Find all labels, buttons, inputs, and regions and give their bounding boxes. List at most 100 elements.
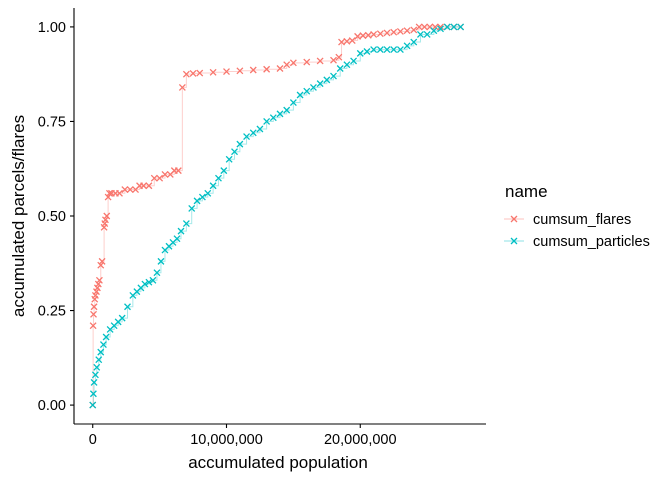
data-point bbox=[430, 27, 438, 35]
x-tick-label: 20,000,000 bbox=[324, 432, 397, 448]
data-point bbox=[276, 110, 284, 118]
data-point bbox=[437, 23, 444, 31]
x-axis-title: accumulated population bbox=[188, 453, 368, 472]
data-point bbox=[193, 197, 201, 205]
data-point bbox=[231, 148, 238, 156]
data-point bbox=[249, 66, 257, 74]
data-point bbox=[450, 23, 458, 31]
data-point bbox=[370, 46, 378, 54]
data-point bbox=[225, 155, 233, 163]
data-point bbox=[204, 189, 212, 197]
data-point bbox=[93, 363, 101, 371]
data-point bbox=[309, 83, 317, 91]
data-point bbox=[174, 167, 182, 175]
data-point bbox=[296, 91, 304, 99]
data-point bbox=[118, 314, 126, 322]
y-axis-title: accumulated parcels/flares bbox=[9, 115, 28, 317]
data-point bbox=[443, 23, 451, 31]
legend-items: cumsum_flares cumsum_particles bbox=[504, 212, 650, 250]
data-point bbox=[356, 49, 364, 57]
data-point bbox=[178, 83, 186, 91]
data-point bbox=[316, 80, 324, 88]
legend-key-marker bbox=[510, 237, 518, 245]
x-tick-label: 0 bbox=[89, 432, 97, 448]
legend-key-marker bbox=[510, 215, 518, 223]
data-point bbox=[209, 68, 217, 76]
data-point bbox=[421, 23, 428, 31]
data-point bbox=[150, 174, 158, 182]
data-point bbox=[140, 182, 148, 190]
data-point bbox=[156, 174, 164, 182]
data-point bbox=[157, 257, 165, 265]
data-point bbox=[330, 72, 337, 80]
data-point bbox=[116, 189, 123, 197]
data-point bbox=[141, 280, 149, 288]
legend-label: cumsum_particles bbox=[533, 234, 650, 250]
data-point bbox=[410, 38, 418, 46]
data-point bbox=[173, 235, 181, 243]
data-point bbox=[90, 378, 98, 386]
data-point bbox=[102, 333, 110, 341]
data-point bbox=[95, 356, 103, 364]
data-point bbox=[283, 61, 291, 69]
data-point bbox=[198, 193, 206, 201]
data-point bbox=[149, 276, 157, 284]
data-point bbox=[177, 227, 185, 235]
data-point bbox=[215, 174, 222, 182]
data-point bbox=[256, 125, 264, 133]
data-point bbox=[383, 29, 391, 37]
data-point bbox=[343, 37, 351, 45]
data-point bbox=[390, 46, 398, 54]
legend-label: cumsum_flares bbox=[533, 212, 631, 228]
data-point bbox=[89, 322, 97, 330]
legend-item: cumsum_flares bbox=[504, 212, 631, 228]
data-point bbox=[415, 23, 423, 31]
data-point bbox=[276, 65, 284, 72]
data-point bbox=[182, 220, 190, 228]
data-point bbox=[410, 26, 418, 34]
data-point bbox=[95, 276, 103, 284]
data-point bbox=[124, 303, 131, 311]
data-point bbox=[336, 65, 344, 72]
data-point bbox=[335, 53, 343, 61]
series-cumsum_particles bbox=[89, 23, 465, 409]
data-point bbox=[403, 27, 411, 35]
data-point bbox=[376, 46, 384, 54]
data-point bbox=[89, 390, 97, 398]
data-point bbox=[243, 133, 251, 141]
data-point bbox=[431, 23, 439, 31]
legend: name cumsum_flares cumsum_particles bbox=[504, 182, 650, 250]
data-point bbox=[101, 216, 109, 224]
data-point bbox=[97, 348, 105, 356]
data-point bbox=[97, 261, 105, 269]
data-point bbox=[121, 186, 129, 193]
data-point bbox=[90, 303, 98, 311]
data-point bbox=[223, 68, 230, 75]
data-point bbox=[364, 31, 372, 39]
data-point bbox=[126, 186, 134, 193]
data-point bbox=[90, 310, 97, 318]
data-point bbox=[330, 56, 337, 64]
data-point bbox=[416, 31, 424, 38]
x-tick-label: 10,000,000 bbox=[190, 432, 263, 448]
data-point bbox=[99, 341, 107, 349]
series-line bbox=[92, 26, 461, 406]
data-point bbox=[249, 129, 257, 137]
y-tick-label: 1.00 bbox=[38, 20, 66, 36]
data-point bbox=[437, 25, 444, 33]
plot-area bbox=[89, 23, 465, 409]
data-point bbox=[91, 371, 99, 379]
data-point bbox=[153, 269, 161, 277]
data-point bbox=[89, 401, 97, 409]
y-tick-label: 0.50 bbox=[38, 209, 66, 225]
data-point bbox=[196, 69, 204, 77]
data-point bbox=[396, 27, 404, 35]
legend-item: cumsum_particles bbox=[504, 234, 650, 250]
data-point bbox=[303, 87, 311, 95]
data-point bbox=[188, 204, 196, 212]
data-point bbox=[269, 114, 277, 122]
data-point bbox=[457, 23, 465, 31]
y-tick-label: 0.00 bbox=[38, 398, 66, 414]
data-point bbox=[376, 30, 384, 38]
